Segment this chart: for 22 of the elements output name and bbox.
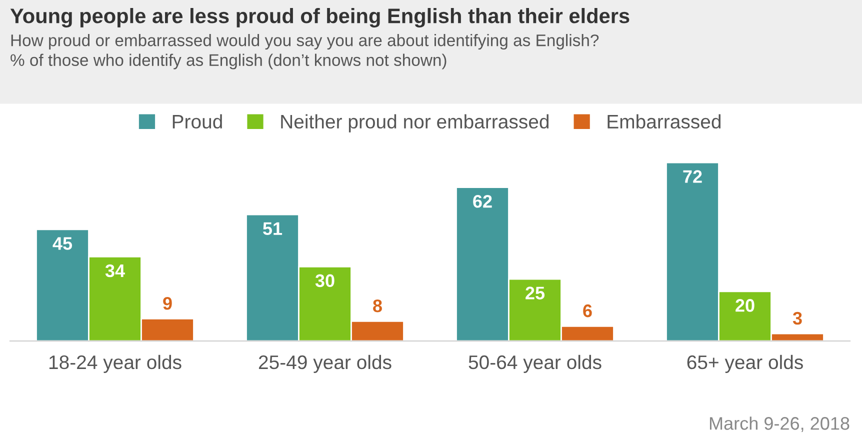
data-label: 25 [526,286,545,300]
data-label: 3 [792,312,802,325]
data-label: 9 [163,296,172,310]
data-label: 6 [583,304,592,318]
data-label: 45 [52,237,72,250]
data-label: 30 [315,274,334,288]
legend-label: Neither proud nor embarrassed [281,114,549,132]
legend-label: Proud [172,114,222,129]
text: March 9-26, 2018 [710,416,850,432]
x-tick-label: 25-49 year olds [258,354,392,374]
data-label: 72 [683,170,702,183]
legend-label: Embarrassed [608,114,721,129]
data-label: 62 [473,194,492,208]
data-label: 8 [373,299,382,312]
data-label: 20 [736,299,754,312]
chart-subtitle: How proud or embarrassed would you say you are about identifying as English? % of those who identify as English (don’t knows not shown) [10,34,599,70]
x-tick-label: 65+ year olds [687,354,803,374]
data-label: 34 [105,264,125,278]
data-label: 51 [263,222,282,236]
chart-title: Young people are less proud of being English than their elders [10,8,630,28]
x-tick-label: 18-24 year olds [49,354,182,374]
x-tick-label: 50-64 year olds [468,354,602,374]
